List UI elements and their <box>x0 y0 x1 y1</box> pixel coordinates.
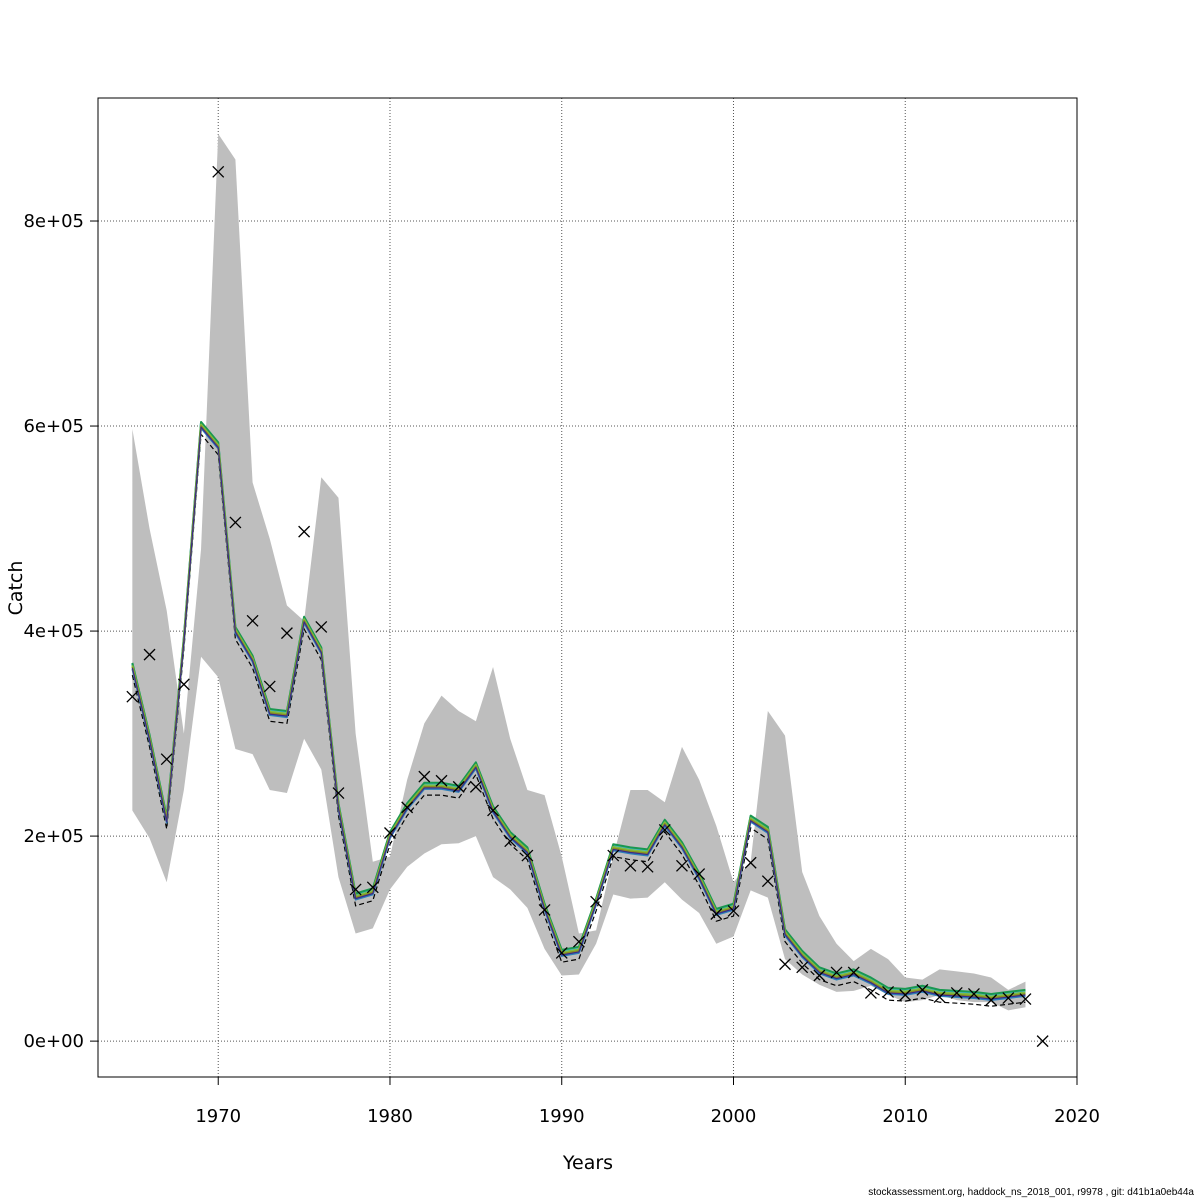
observed-point-1995 <box>641 860 654 873</box>
observed-point-1992 <box>590 895 603 908</box>
observed-point-1984 <box>452 780 465 793</box>
series-line-reference <box>131 432 1026 1007</box>
observed-point-1982 <box>418 770 431 783</box>
observed-point-1985 <box>469 780 482 793</box>
observed-point-1965 <box>126 690 139 703</box>
observed-point-2001 <box>744 856 757 869</box>
observed-point-1983 <box>435 774 448 787</box>
observed-point-1988 <box>521 849 534 862</box>
observed-point-2000 <box>727 904 740 917</box>
observed-point-1971 <box>229 516 242 529</box>
observed-point-2013 <box>950 986 963 999</box>
observed-point-1974 <box>280 627 293 640</box>
observed-point-1993 <box>607 849 620 862</box>
observed-point-2014 <box>967 988 980 1000</box>
x-axis-title: Years <box>562 1152 613 1174</box>
y-tick-label-2e+05: 2e+05 <box>23 826 84 847</box>
observed-point-1980 <box>384 827 396 839</box>
confidence-band <box>132 133 1026 1011</box>
observed-point-1978 <box>349 883 362 896</box>
observed-point-1994 <box>624 859 637 872</box>
y-axis-title: Catch <box>5 561 27 616</box>
observed-point-1999 <box>710 908 723 920</box>
observed-point-2009 <box>882 985 895 998</box>
observed-points-group <box>126 165 1049 1048</box>
confidence-band-group <box>132 133 1026 1011</box>
observed-point-1968 <box>177 678 190 691</box>
observed-point-1966 <box>143 648 156 661</box>
observed-point-2016 <box>1002 992 1015 1005</box>
y-tick-label-8e+05: 8e+05 <box>23 211 84 232</box>
observed-point-1990 <box>555 946 568 959</box>
observed-point-1987 <box>504 835 517 848</box>
series-line-6 <box>131 426 1026 1000</box>
observed-point-1981 <box>401 801 414 814</box>
x-tick-label-2020: 2020 <box>1054 1106 1100 1127</box>
observed-point-2005 <box>813 969 826 982</box>
series-lines-group <box>131 420 1026 1007</box>
observed-point-2012 <box>933 991 946 1003</box>
observed-point-2004 <box>796 961 809 974</box>
observed-point-2018 <box>1036 1035 1049 1048</box>
x-tick-label-1980: 1980 <box>367 1106 413 1127</box>
x-tick-label-2010: 2010 <box>882 1106 928 1127</box>
source-footer: stockassessment.org, haddock_ns_2018_001… <box>868 1187 1194 1198</box>
x-tick-label-2000: 2000 <box>711 1106 757 1127</box>
observed-point-1979 <box>366 881 379 894</box>
y-tick-label-4e+05: 4e+05 <box>23 621 84 642</box>
observed-point-1976 <box>315 621 328 633</box>
observed-point-2010 <box>899 989 912 1001</box>
observed-point-2015 <box>985 994 998 1007</box>
observed-point-2006 <box>830 966 843 979</box>
y-tick-label-0e+00: 0e+00 <box>23 1031 84 1052</box>
observed-point-1986 <box>487 804 499 817</box>
observed-point-1998 <box>693 868 706 880</box>
observed-point-1977 <box>332 787 345 799</box>
observed-point-1975 <box>298 525 311 538</box>
observed-point-2003 <box>779 958 791 971</box>
observed-point-2017 <box>1019 993 1032 1006</box>
observed-point-1991 <box>572 935 585 948</box>
observed-point-2011 <box>916 983 929 996</box>
observed-point-2007 <box>847 966 860 979</box>
observed-point-2008 <box>864 986 877 999</box>
y-tick-label-6e+05: 6e+05 <box>23 416 84 437</box>
observed-point-1967 <box>160 753 173 766</box>
observed-point-1972 <box>246 614 259 627</box>
x-tick-label-1970: 1970 <box>195 1106 241 1127</box>
observed-point-1996 <box>658 823 671 836</box>
x-tick-label-1990: 1990 <box>539 1106 585 1127</box>
observed-point-2002 <box>761 875 774 888</box>
plot-frame <box>97 97 1078 1078</box>
observed-point-1973 <box>263 680 276 693</box>
series-line-2 <box>131 427 1026 1002</box>
observed-point-1970 <box>212 165 225 178</box>
observed-point-1989 <box>538 903 551 916</box>
observed-point-1997 <box>676 859 688 872</box>
